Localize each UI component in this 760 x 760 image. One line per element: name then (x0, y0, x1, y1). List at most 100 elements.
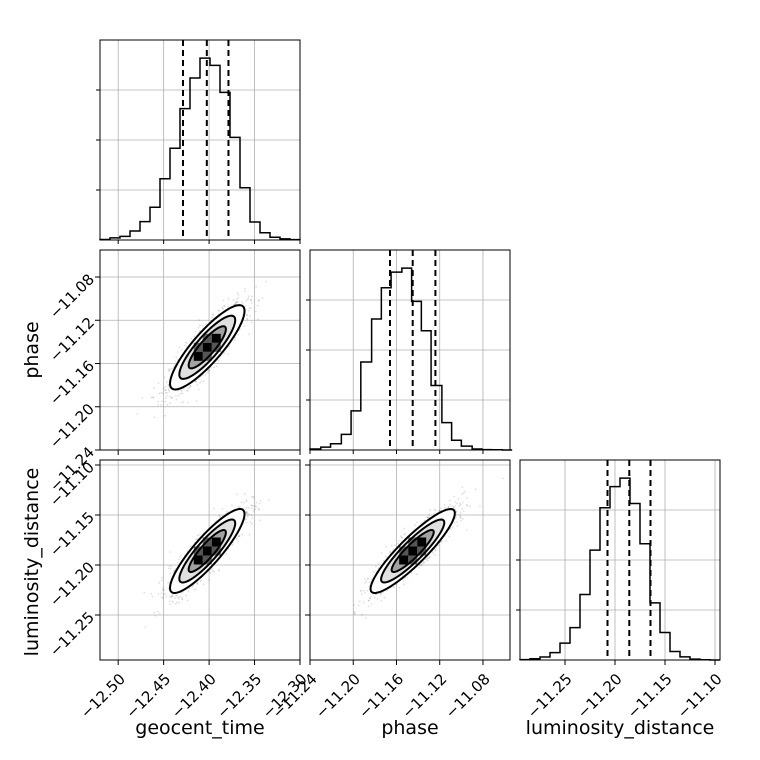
x-tick-label: −12.45 (122, 670, 174, 722)
x-tick-label: −11.12 (398, 670, 450, 722)
sample-point (174, 568, 177, 570)
sample-point (176, 561, 179, 564)
sample-point (465, 503, 468, 506)
sample-point (437, 544, 440, 547)
sample-point (246, 511, 248, 514)
contour-line-2sigma (169, 508, 246, 594)
sample-point (466, 504, 469, 507)
sample-point (161, 596, 164, 599)
sample-point (191, 586, 194, 589)
sample-point (199, 580, 202, 583)
sample-point (153, 387, 156, 389)
sample-point (195, 538, 197, 541)
sample-point (154, 614, 157, 617)
sample-point (422, 562, 424, 565)
sample-point (175, 398, 178, 401)
sample-point (188, 386, 191, 389)
sample-point (254, 508, 257, 511)
sample-point (200, 380, 203, 383)
sample-point (164, 385, 167, 388)
x-axis-label-phase: phase (381, 717, 438, 739)
sample-point (420, 563, 423, 566)
sample-point (258, 502, 261, 505)
panel-2d-geocent_time-phase (95, 249, 301, 455)
sample-point (246, 512, 249, 515)
x-tick-label: −11.10 (674, 670, 726, 722)
sample-point (247, 297, 250, 300)
sample-point (245, 512, 248, 515)
sample-point (257, 507, 260, 510)
sample-point (404, 532, 407, 535)
sample-point (201, 324, 204, 327)
sample-point (479, 505, 481, 508)
sample-point (434, 553, 436, 556)
sample-point (184, 344, 187, 347)
sample-point (434, 509, 437, 511)
sample-point (177, 558, 180, 561)
sample-point (175, 356, 177, 358)
sample-point (380, 592, 382, 595)
sample-point (169, 395, 171, 398)
sample-point (184, 341, 187, 344)
sample-point (459, 503, 462, 506)
sample-point (403, 527, 405, 530)
sample-point (170, 396, 173, 399)
sample-point (221, 507, 224, 510)
sample-point (248, 315, 251, 317)
sample-point (195, 400, 198, 402)
sample-point (369, 597, 372, 600)
sample-point (236, 333, 239, 336)
sample-point (193, 588, 195, 591)
axes-frame (309, 459, 511, 661)
sample-point (168, 565, 171, 568)
hist-panel-phase (306, 249, 513, 454)
sample-point (237, 540, 240, 543)
sample-point (217, 359, 220, 362)
sample-point (453, 521, 456, 524)
sample-point (435, 546, 438, 549)
sample-point (364, 616, 367, 619)
sample-point (443, 504, 446, 506)
sample-point (187, 590, 190, 593)
sample-point (232, 299, 235, 301)
sample-point (259, 519, 261, 522)
sample-point (428, 556, 431, 559)
sample-point (198, 324, 201, 327)
sample-point (418, 566, 420, 569)
histogram-geocent_time (99, 57, 301, 241)
sample-point (180, 349, 183, 351)
sample-point (176, 351, 179, 353)
sample-point (204, 373, 207, 376)
sample-point (251, 517, 254, 519)
sample-point (353, 610, 356, 613)
sample-point (245, 521, 248, 524)
sample-point (180, 390, 183, 393)
sample-point (218, 515, 221, 518)
sample-point (247, 507, 250, 509)
sample-point (238, 535, 241, 537)
sample-point (196, 581, 199, 584)
sample-point (250, 522, 253, 525)
sample-point (390, 544, 393, 547)
sample-point (454, 500, 457, 503)
density-cell (408, 546, 418, 556)
sample-point (223, 352, 226, 355)
sample-point (243, 325, 246, 328)
sample-point (190, 337, 193, 340)
sample-point (171, 600, 174, 603)
sample-point (379, 592, 382, 595)
sample-point (462, 501, 464, 504)
sample-point (207, 369, 210, 371)
sample-point (439, 507, 442, 509)
sample-point (181, 598, 183, 601)
sample-point (367, 599, 370, 602)
sample-point (170, 396, 173, 399)
sample-point (465, 529, 468, 532)
sample-point (452, 495, 455, 498)
sample-point (426, 516, 429, 519)
sample-point (362, 589, 365, 592)
sample-point (244, 305, 247, 308)
sample-point (198, 319, 201, 321)
sample-point (248, 307, 251, 310)
sample-point (434, 549, 437, 552)
